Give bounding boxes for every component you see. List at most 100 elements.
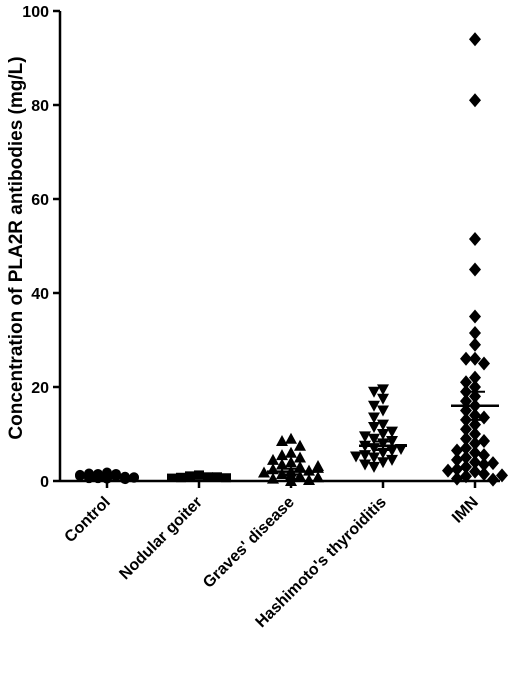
data-point [377,393,389,405]
data-point [312,471,324,483]
y-tick-label: 60 [31,192,49,209]
x-category-label: Control [62,494,114,546]
data-point [368,452,380,464]
data-point [377,405,389,417]
data-point [377,457,389,469]
data-point [496,468,508,483]
data-point [176,474,186,483]
data-point [460,351,472,366]
data-point [84,473,94,484]
data-point [451,462,463,477]
data-point [368,386,380,398]
data-point [303,464,315,476]
data-point [460,450,472,465]
data-point [478,410,490,425]
data-point [75,469,85,480]
data-point [460,459,472,474]
data-point [451,471,463,486]
data-point [285,446,297,458]
y-ticks: 0 20 40 60 80 100 [22,4,60,491]
data-point [487,472,499,487]
axes [58,11,500,483]
data-point [487,456,499,471]
data-point [460,469,472,484]
data-point [276,458,288,470]
data-point [478,434,490,449]
data-point [469,427,481,441]
y-axis-title: Concentration of PLA2R antibodies (mg/L) [6,56,27,439]
data-point [478,466,490,481]
data-point [386,426,398,438]
x-category-label: IMN [449,494,482,527]
data-point [377,384,389,396]
data-point [221,473,231,482]
data-point [469,436,481,451]
data-point [469,417,481,432]
data-point [129,472,139,483]
data-point [368,421,380,433]
data-point [469,370,481,385]
data-point [368,412,380,424]
mean-sem-bars [83,390,499,479]
data-point [303,474,315,486]
y-tick-label: 0 [40,474,49,491]
series-points [258,432,324,486]
data-point [312,461,324,473]
data-point [194,471,204,480]
data-point [469,262,481,277]
data-point [469,455,481,470]
data-points [75,32,508,487]
data-point [478,448,490,463]
data-point [359,450,371,462]
y-tick-label: 40 [31,286,49,303]
data-point [285,432,297,444]
data-point [267,453,279,465]
data-point [350,451,362,463]
data-point [368,433,380,445]
data-point [386,454,398,466]
data-point [469,351,481,366]
data-point [460,375,472,390]
data-point [258,466,270,478]
data-point [377,419,389,431]
data-point [469,380,481,394]
data-point [469,231,481,246]
x-category-label: Nodular goiter [116,494,205,583]
data-point [469,445,481,460]
data-point [460,441,472,456]
x-category-label: Graves' disease [200,494,298,592]
data-point [368,461,380,473]
data-point [267,472,279,484]
data-point [359,459,371,471]
data-point [294,439,306,451]
data-point [469,32,481,47]
data-point [368,400,380,412]
data-point [451,443,463,458]
data-point [478,457,490,472]
data-point [285,456,297,468]
y-axis-title-group: Concentration of PLA2R antibodies (mg/L) [6,56,27,439]
data-point [469,93,481,108]
data-point [294,451,306,463]
data-point [276,435,288,447]
data-point [478,356,490,371]
data-point [469,464,481,479]
data-point [294,470,306,482]
data-point [469,325,481,340]
data-point [377,429,389,440]
data-point [469,309,481,324]
data-point [359,431,371,443]
series-points [350,384,407,473]
y-tick-label: 80 [31,98,49,115]
y-tick-label: 100 [22,4,49,21]
y-tick-label: 20 [31,380,49,397]
data-point [167,473,177,482]
data-point [442,463,454,478]
data-point [469,337,481,352]
data-point [285,475,297,486]
data-point [460,422,472,437]
data-point [460,431,472,446]
data-point [451,452,463,467]
